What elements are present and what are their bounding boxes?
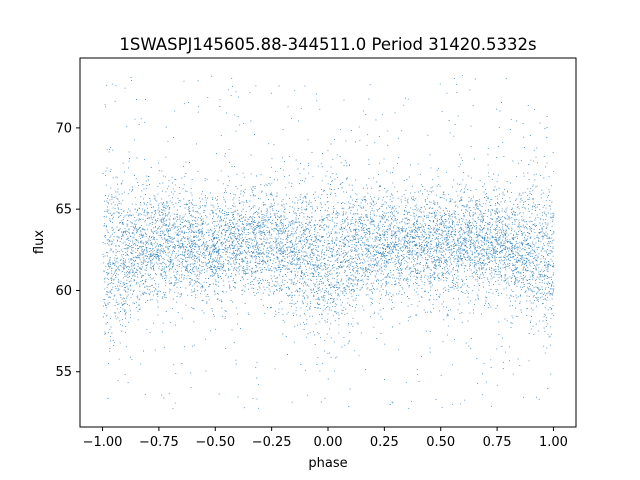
x-tick-label: −0.75 (139, 435, 179, 450)
y-axis: 55 60 65 70 (55, 121, 80, 380)
y-tick-label: 55 (55, 365, 72, 380)
scatter-points (102, 75, 555, 410)
plot-area (102, 75, 555, 410)
x-tick-label: 1.00 (539, 435, 568, 450)
y-tick-label: 70 (55, 121, 72, 136)
y-axis-label: flux (32, 230, 47, 254)
axes-frame (79, 57, 577, 428)
x-tick-label: 0.75 (483, 435, 512, 450)
y-tick-label: 60 (55, 284, 72, 299)
x-axis-label: phase (308, 456, 347, 471)
x-tick-label: 0.00 (314, 435, 343, 450)
x-axis: −1.00 −0.75 −0.50 −0.25 0.00 0.25 0.50 0.75 1.00 (83, 427, 568, 450)
x-tick-label: −0.25 (252, 435, 292, 450)
data-points (102, 75, 555, 410)
x-tick-label: 0.50 (426, 435, 455, 450)
x-tick-label: −1.00 (83, 435, 123, 450)
x-tick-label: 0.25 (370, 435, 399, 450)
y-tick-label: 65 (55, 203, 72, 218)
x-tick-label: −0.50 (195, 435, 235, 450)
chart-title: 1SWASPJ145605.88-344511.0 Period 31420.5… (119, 35, 536, 54)
